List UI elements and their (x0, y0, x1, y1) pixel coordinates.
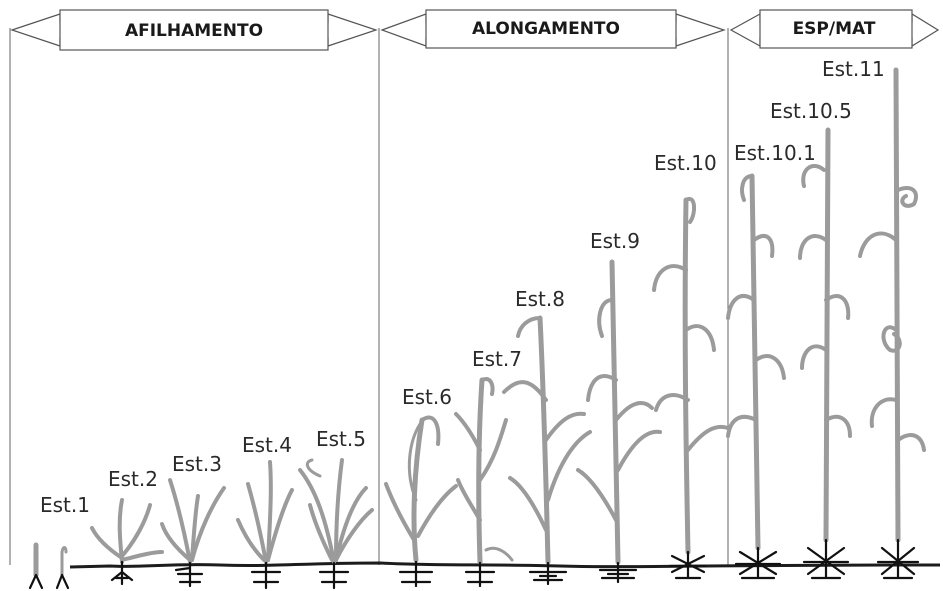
plant-est-5 (298, 458, 374, 564)
stage-label-est-9: Est.9 (590, 229, 640, 253)
plant-est-9 (576, 259, 662, 565)
plant-est-10 (652, 196, 730, 555)
roots-est-7 (464, 561, 496, 588)
stage-label-est-11: Est.11 (822, 57, 885, 81)
plant-est-2 (90, 498, 164, 564)
stage-label-est-10-5: Est.10.5 (770, 99, 852, 123)
plant-est-7 (454, 377, 514, 565)
roots-est-2 (110, 560, 134, 586)
stage-label-est-7: Est.7 (472, 347, 522, 371)
phase-label: AFILHAMENTO (125, 21, 263, 41)
phase-header-afilhamento: AFILHAMENTO (10, 9, 378, 51)
phase-header-alongamento: ALONGAMENTO (380, 9, 726, 49)
roots-est-3 (174, 561, 204, 588)
roots-est-10 (668, 550, 708, 580)
stage-label-est-3: Est.3 (172, 452, 222, 476)
stage-label-est-1: Est.1 (40, 493, 90, 517)
roots-est-4 (250, 561, 282, 590)
roots-est-6 (398, 560, 434, 588)
plant-est-10-1 (726, 173, 786, 551)
plant-est-6 (384, 415, 458, 563)
phase-label: ESP/MAT (793, 19, 876, 39)
roots-est-5 (318, 561, 350, 590)
stage-label-est-10: Est.10 (654, 151, 717, 175)
phase-header-espmat: ESP/MAT (729, 9, 940, 49)
phase-label-box (59, 9, 329, 51)
roots-est-9 (598, 561, 638, 584)
phase-label: ALONGAMENTO (472, 19, 620, 39)
stage-label-est-10-1: Est.10.1 (734, 141, 816, 165)
plant-est-1 (33, 542, 68, 578)
roots-est-1 (28, 573, 70, 590)
stage-label-est-2: Est.2 (108, 467, 158, 491)
plant-est-8 (502, 315, 592, 565)
plant-est-10-5 (798, 127, 852, 543)
roots-est-8 (528, 561, 568, 586)
roots-est-11 (876, 538, 920, 580)
plant-est-3 (160, 478, 226, 564)
roots-est-10-1 (734, 546, 782, 580)
soil-line (69, 561, 941, 569)
plant-est-4 (236, 460, 294, 564)
phase-label-box (425, 9, 677, 49)
plant-est-11 (858, 67, 926, 543)
stage-label-est-5: Est.5 (316, 427, 366, 451)
stage-label-est-4: Est.4 (242, 433, 292, 457)
stage-label-est-8: Est.8 (515, 287, 565, 311)
roots-est-10-5 (802, 538, 850, 580)
phase-label-box (759, 9, 913, 49)
stage-label-est-6: Est.6 (402, 385, 452, 409)
